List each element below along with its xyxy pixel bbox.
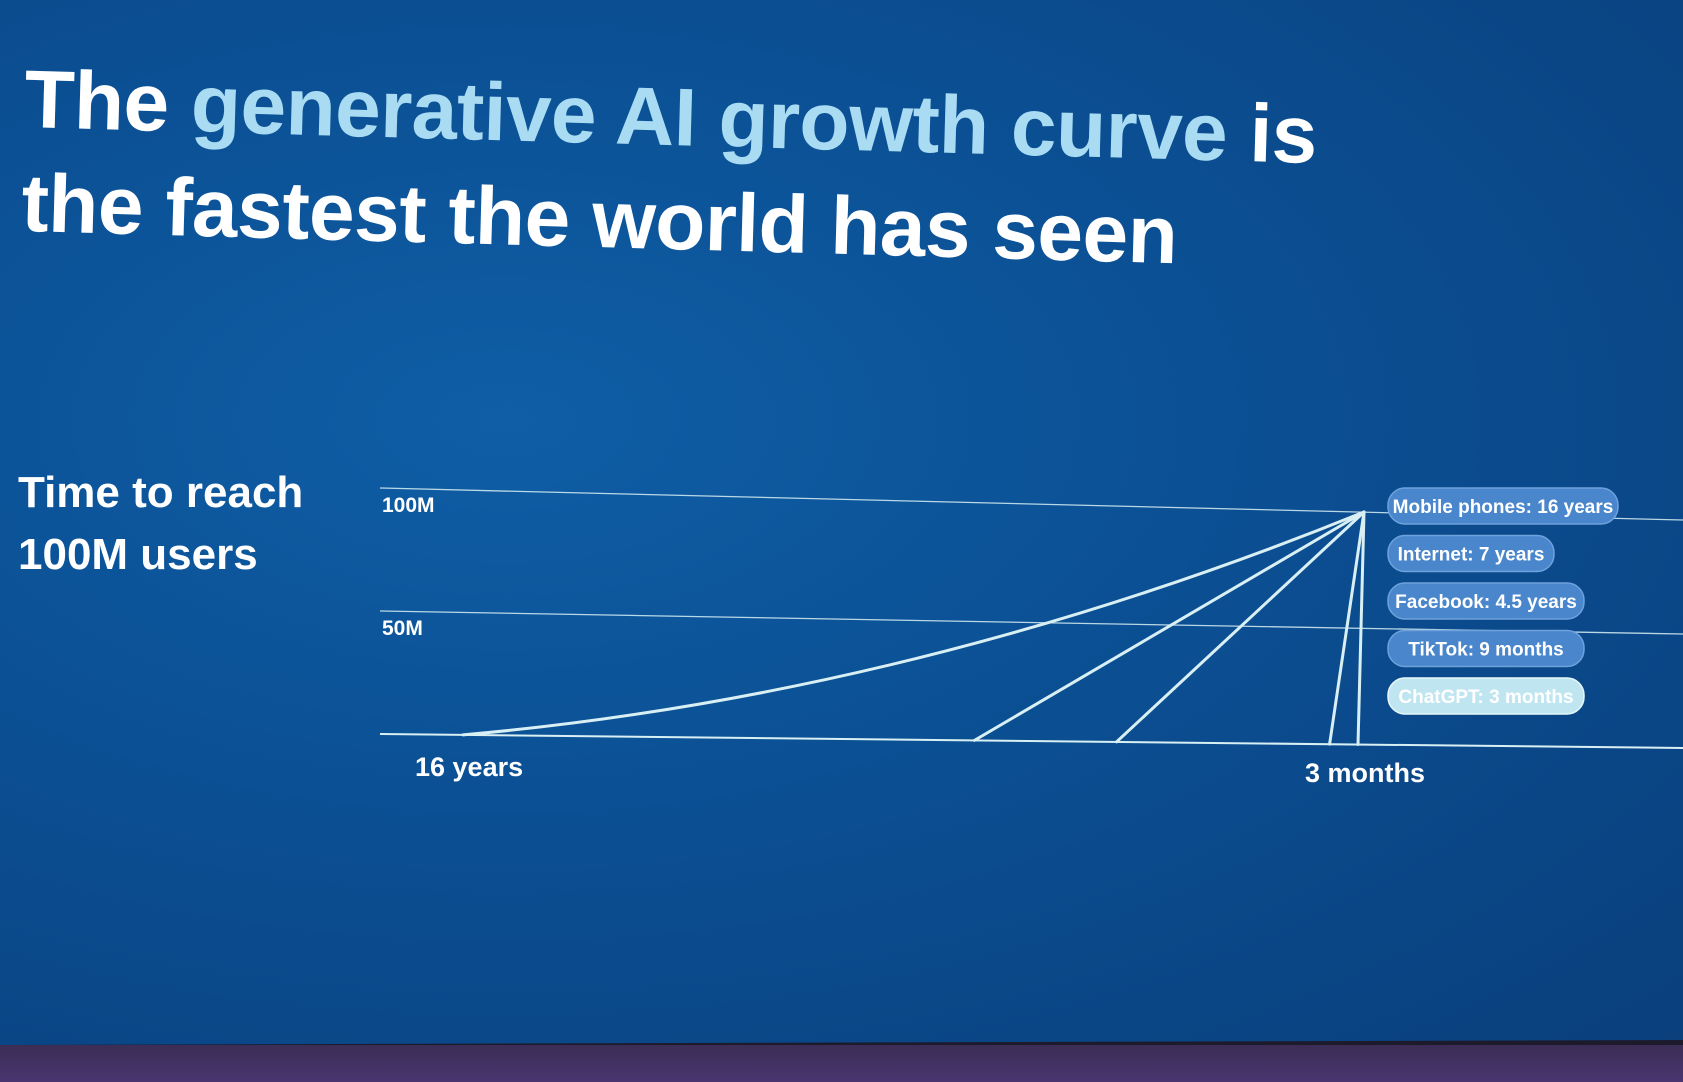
series-line [972,510,1366,742]
legend-label: Internet: 7 years [1398,545,1545,566]
legend-pill [1387,677,1585,715]
legend-label: ChatGPT: 3 months [1398,687,1573,708]
legend-label: Mobile phones: 16 years [1393,497,1614,518]
growth-chart: 100M 50M 16 years 3 months Mobile phones: 16… [379,487,1683,788]
series-line [1114,510,1366,744]
legend-pill [1387,487,1619,525]
series-line [1328,510,1366,746]
x-label-end: 3 months [1305,758,1425,788]
legend-label: Facebook: 4.5 years [1395,592,1577,613]
y-tick-label: 50M [382,617,423,640]
legend-pill [1387,534,1555,573]
series-line [1356,510,1366,747]
chart-baseline [379,733,1683,749]
x-label-start: 16 years [415,752,523,782]
side-label: Time to reach 100M users [18,468,304,579]
slide: The generative AI growth curve is the fa… [0,0,1683,1045]
legend-pill [1387,629,1585,668]
series-line [461,510,1366,737]
legend-pill [1387,582,1585,620]
legend-label: TikTok: 9 months [1408,640,1564,661]
screen-bezel [0,1045,1683,1082]
y-tick-label: 100M [382,494,435,517]
